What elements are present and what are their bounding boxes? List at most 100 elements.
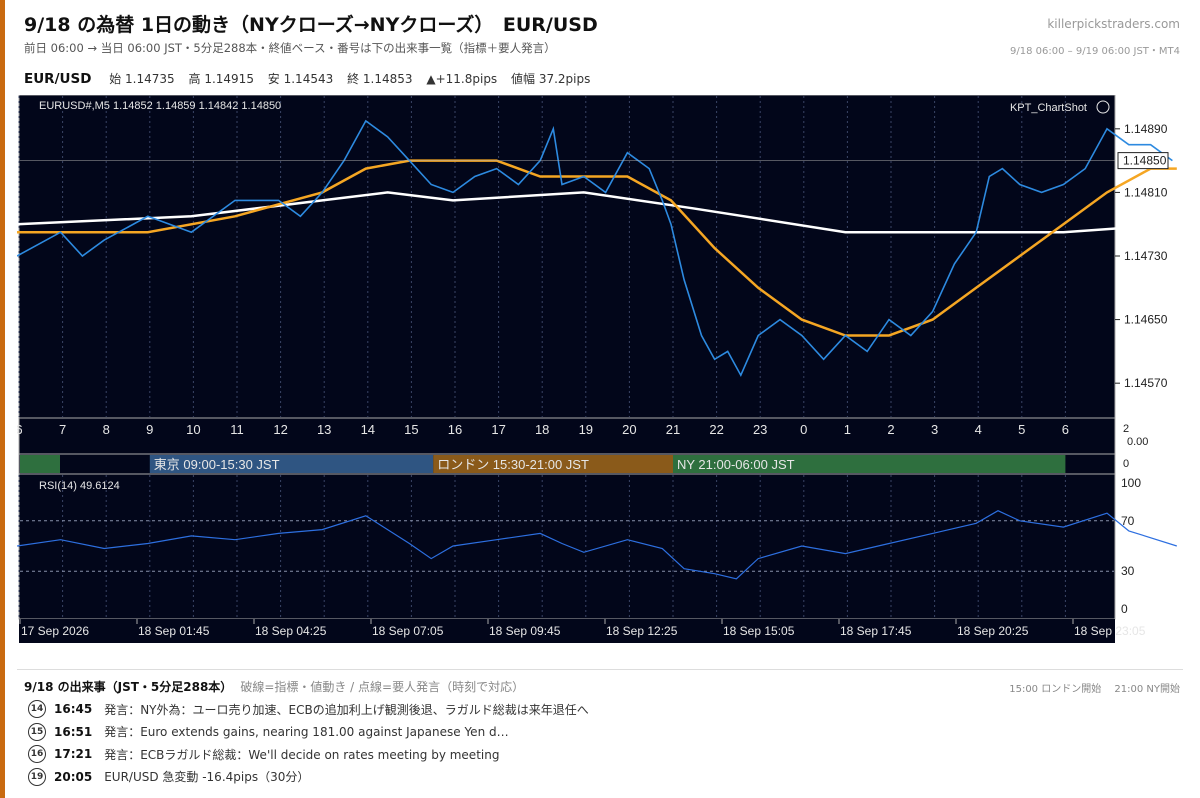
date-tick-label: 18 Sep 15:05: [723, 624, 795, 638]
event-text: 発言：ECBラガルド総裁：We'll decide on rates meeti…: [104, 747, 500, 762]
event-item: 19 20:05 EUR/USD 急変動 -16.4pips（30分）: [28, 766, 589, 789]
accent-bar: [0, 0, 5, 798]
hour-tick-label: 1: [844, 422, 851, 437]
hour-tick-label: 20: [622, 422, 636, 437]
price-tick-label: 1.14570: [1124, 376, 1168, 390]
date-tick-label: 17 Sep 2026: [21, 624, 89, 638]
site-name: killerpickstraders.com: [1047, 17, 1180, 31]
session-start-labels: 15:00 ロンドン開始 21:00 NY開始: [999, 680, 1180, 695]
hour-tick-label: 19: [579, 422, 593, 437]
events-header: 9/18 の出来事（JST・5分足288本） 破線=指標・値動き / 点線=要人発…: [24, 678, 524, 695]
event-number: 19: [28, 767, 46, 786]
date-tick-label: 18 Sep 20:25: [957, 624, 1029, 638]
hour-axis-panel: [18, 417, 1116, 455]
lower-axis-label: 2: [1123, 423, 1129, 435]
event-number: 15: [28, 722, 46, 741]
session-band: [433, 455, 673, 473]
london-start-label: 15:00 ロンドン開始: [1009, 684, 1102, 695]
date-tick-label: 18 Sep 07:05: [372, 624, 444, 638]
hour-tick-label: 6: [17, 422, 23, 437]
hour-tick-label: 9: [146, 422, 153, 437]
event-number: 14: [28, 700, 46, 719]
event-time: 17:21: [54, 747, 93, 762]
hour-tick-label: 2: [887, 422, 894, 437]
rsi-tick-label: 70: [1121, 514, 1135, 528]
hour-tick-label: 7: [59, 422, 66, 437]
price-panel: [18, 95, 1116, 419]
hour-tick-label: 16: [448, 422, 462, 437]
event-text: 発言：Euro extends gains, nearing 181.00 ag…: [104, 725, 509, 740]
rsi-panel: [18, 473, 1116, 620]
lower-axis-label: 0.00: [1127, 436, 1148, 448]
event-text: EUR/USD 急変動 -16.4pips（30分）: [104, 770, 310, 785]
price-line: [17, 119, 1173, 378]
low-value: 安 1.14543: [267, 72, 334, 86]
event-item: 16 17:21 発言：ECBラガルド総裁：We'll decide on rate…: [28, 743, 589, 766]
session-label: NY 21:00-06:00 JST: [677, 457, 795, 472]
events-note: 破線=指標・値動き / 点線=要人発言（時刻で対応）: [240, 680, 525, 694]
hour-tick-label: 3: [931, 422, 938, 437]
hour-tick-label: 18: [535, 422, 549, 437]
event-list: 14 16:45 発言：NY外為：ユーロ売り加速、ECBの追加利上げ観測後退、ラガル…: [28, 698, 589, 788]
axis-labels: 6 7 8 9 10 11 12 13 14 15 16 17 18 19 20 21 22 23 0 1 2 3 4 5 61…: [17, 122, 1169, 638]
date-tick-label: 18 Sep 23:05: [1074, 624, 1146, 638]
event-time: 16:51: [54, 724, 93, 739]
rsi-tick-label: 0: [1121, 602, 1128, 616]
session-label: 東京 09:00-15:30 JST: [154, 457, 280, 472]
hour-tick-label: 0: [800, 422, 807, 437]
hour-tick-label: 21: [666, 422, 680, 437]
high-value: 高 1.14915: [188, 72, 254, 86]
open-value: 始 1.14735: [109, 72, 175, 86]
lower-axis-label: 0: [1123, 458, 1129, 470]
ohlc-summary: EUR/USD 始 1.14735 高 1.14915 安 1.14543 終 …: [24, 70, 600, 87]
page-title: 9/18 の為替 1日の動き（NYクローズ→NYクローズ） EUR/USD: [24, 14, 598, 36]
hour-tick-label: 6: [1062, 422, 1069, 437]
range-value: 値幅 37.2pips: [511, 72, 591, 86]
ma-fast-line: [17, 159, 1177, 337]
date-tick-label: 18 Sep 09:45: [489, 624, 561, 638]
events-title: 9/18 の出来事（JST・5分足288本）: [24, 680, 233, 694]
rsi-line: [17, 510, 1177, 580]
event-number: 16: [28, 745, 46, 764]
session-band: [149, 455, 434, 473]
hour-tick-label: 14: [361, 422, 375, 437]
price-chart: 東京 09:00-15:30 JST ロンドン 15:30-21:00 JST NY…: [17, 95, 1183, 643]
price-tick-label: 1.14730: [1124, 249, 1168, 263]
current-price-box: [1117, 152, 1169, 170]
date-tick-label: 18 Sep 17:45: [840, 624, 912, 638]
separator: [17, 669, 1183, 670]
date-tick-label: 18 Sep 01:45: [138, 624, 210, 638]
event-item: 15 16:51 発言：Euro extends gains, nearing 18…: [28, 721, 589, 744]
price-tick-label: 1.14650: [1124, 313, 1168, 327]
symbol-label: EUR/USD: [24, 71, 92, 87]
hour-tick-label: 22: [709, 422, 723, 437]
session-label: ロンドン 15:30-21:00 JST: [437, 457, 589, 472]
date-tick-label: 18 Sep 04:25: [255, 624, 327, 638]
ny-start-label: 21:00 NY開始: [1114, 684, 1180, 695]
close-value: 終 1.14853: [347, 72, 413, 86]
session-band: [673, 455, 1066, 473]
page-subtitle: 前日 06:00 → 当日 06:00 JST・5分足288本・終値ベース・番号…: [24, 41, 556, 55]
price-series: [17, 119, 1177, 580]
hour-tick-label: 12: [273, 422, 287, 437]
session-band-lead: [20, 455, 60, 473]
grid-lines: [18, 96, 1114, 618]
chart-info-line: EURUSD#,M5 1.14852 1.14859 1.14842 1.148…: [39, 100, 281, 112]
hour-tick-label: 11: [230, 422, 244, 437]
hour-tick-label: 13: [317, 422, 331, 437]
hour-tick-label: 23: [753, 422, 767, 437]
smiley-icon: [1096, 100, 1110, 114]
hour-tick-label: 4: [975, 422, 982, 437]
rsi-tick-label: 30: [1121, 564, 1135, 578]
rsi-label: RSI(14) 49.6124: [39, 480, 120, 492]
hour-tick-label: 5: [1018, 422, 1025, 437]
event-time: 16:45: [54, 702, 93, 717]
time-range: 9/18 06:00 – 9/19 06:00 JST・MT4: [1010, 46, 1180, 57]
hour-tick-label: 8: [103, 422, 110, 437]
ma-slow-line: [17, 191, 1177, 234]
current-price-label: 1.14850: [1123, 154, 1167, 168]
chart-watermark: KPT_ChartShot: [1010, 102, 1087, 114]
hour-tick-label: 15: [404, 422, 418, 437]
date-axis-panel: [19, 619, 1115, 643]
date-tick-label: 18 Sep 12:25: [606, 624, 678, 638]
